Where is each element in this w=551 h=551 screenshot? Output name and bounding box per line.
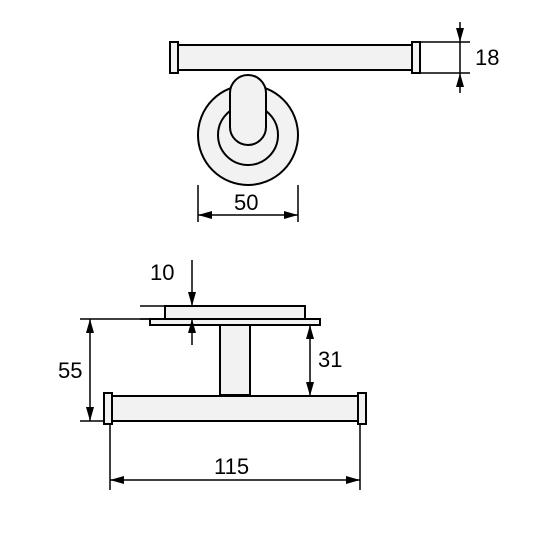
dim-31: 31 <box>250 325 342 396</box>
dim-18-text: 18 <box>475 45 499 70</box>
top-view <box>170 42 420 185</box>
dim-115-text: 115 <box>214 454 249 479</box>
dim-55-text: 55 <box>58 358 82 383</box>
dim-115: 115 <box>110 425 360 490</box>
cap-left-side <box>104 393 112 424</box>
neck-top <box>230 75 266 145</box>
neck-side <box>220 325 250 395</box>
dim-10-text: 10 <box>150 260 174 285</box>
plate-side <box>165 306 305 319</box>
cap-right-top <box>412 42 420 73</box>
lever-top <box>175 45 415 70</box>
dim-18: 18 <box>420 22 499 93</box>
cap-right-side <box>358 393 366 424</box>
dim-10: 10 <box>140 260 200 345</box>
technical-drawing: 18 50 10 55 <box>0 0 551 551</box>
dim-50: 50 <box>198 185 298 222</box>
dim-50-text: 50 <box>234 190 258 215</box>
dim-31-text: 31 <box>318 347 342 372</box>
lever-side <box>110 396 360 421</box>
cap-left-top <box>170 42 178 73</box>
